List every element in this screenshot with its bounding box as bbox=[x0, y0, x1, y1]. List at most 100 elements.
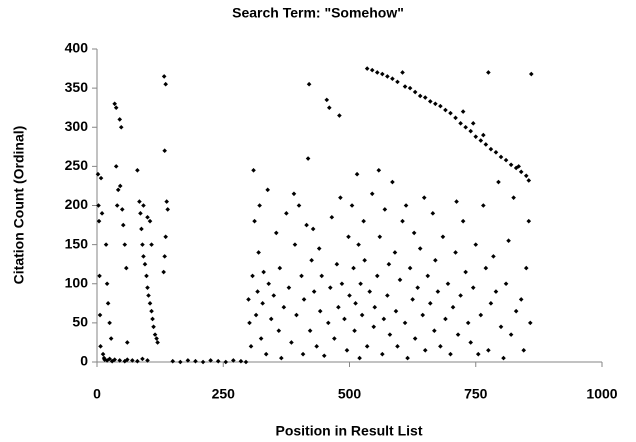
point bbox=[96, 203, 101, 208]
point bbox=[438, 103, 443, 109]
point bbox=[119, 207, 125, 212]
point bbox=[374, 70, 380, 75]
point bbox=[260, 301, 265, 306]
point bbox=[417, 93, 423, 99]
point bbox=[271, 293, 277, 298]
point bbox=[411, 230, 417, 236]
point bbox=[443, 316, 448, 322]
point bbox=[114, 203, 120, 208]
point bbox=[251, 167, 256, 173]
point bbox=[147, 218, 153, 224]
point bbox=[483, 265, 489, 271]
point bbox=[390, 179, 395, 185]
point bbox=[162, 148, 167, 154]
point bbox=[380, 71, 385, 77]
point bbox=[468, 340, 473, 345]
point bbox=[145, 358, 150, 363]
point bbox=[407, 265, 413, 271]
point bbox=[215, 358, 221, 364]
point bbox=[478, 138, 484, 143]
point bbox=[97, 312, 103, 318]
point bbox=[135, 358, 140, 364]
point bbox=[122, 242, 128, 247]
y-tick-label: 0 bbox=[80, 353, 88, 369]
point bbox=[511, 195, 516, 200]
point bbox=[377, 234, 383, 240]
point bbox=[334, 261, 340, 267]
point bbox=[123, 265, 129, 271]
point bbox=[291, 191, 297, 197]
point bbox=[440, 234, 446, 240]
point bbox=[347, 293, 352, 298]
point bbox=[486, 347, 491, 353]
point bbox=[369, 191, 375, 197]
point bbox=[311, 289, 317, 294]
point bbox=[299, 273, 304, 279]
point bbox=[277, 265, 283, 271]
point bbox=[112, 357, 117, 362]
point bbox=[508, 162, 514, 168]
x-tick-label: 500 bbox=[338, 386, 362, 402]
point bbox=[465, 320, 471, 326]
point bbox=[463, 124, 468, 130]
y-tick-label: 400 bbox=[65, 40, 89, 56]
point bbox=[453, 115, 458, 121]
point bbox=[200, 359, 206, 365]
point bbox=[252, 218, 257, 224]
point bbox=[162, 254, 167, 259]
point bbox=[362, 257, 367, 263]
point bbox=[351, 265, 356, 271]
x-tick-label: 250 bbox=[212, 386, 236, 402]
point bbox=[246, 297, 251, 302]
point bbox=[144, 273, 149, 279]
point bbox=[488, 301, 494, 306]
point bbox=[390, 76, 395, 82]
point bbox=[261, 269, 266, 275]
point bbox=[443, 107, 448, 113]
point bbox=[118, 124, 124, 130]
point bbox=[521, 347, 527, 353]
point bbox=[501, 355, 506, 361]
point bbox=[470, 121, 476, 126]
point bbox=[438, 344, 443, 349]
point bbox=[317, 308, 323, 314]
point bbox=[161, 74, 167, 79]
point bbox=[108, 336, 114, 341]
point bbox=[255, 289, 260, 294]
point bbox=[338, 195, 343, 200]
point bbox=[503, 157, 509, 163]
point bbox=[306, 81, 312, 87]
point bbox=[120, 222, 126, 228]
point bbox=[386, 261, 392, 267]
point bbox=[98, 175, 104, 181]
point bbox=[309, 257, 314, 263]
point bbox=[107, 320, 112, 326]
y-tick-label: 50 bbox=[72, 314, 88, 330]
point bbox=[488, 146, 494, 152]
point bbox=[352, 328, 357, 333]
y-tick-label: 200 bbox=[65, 196, 89, 212]
point bbox=[142, 261, 148, 267]
point bbox=[95, 171, 101, 177]
point bbox=[256, 250, 261, 255]
point bbox=[458, 293, 463, 298]
y-tick-label: 350 bbox=[65, 79, 89, 95]
point bbox=[435, 289, 441, 294]
point bbox=[140, 356, 145, 362]
point bbox=[518, 297, 524, 302]
point bbox=[450, 304, 456, 310]
point bbox=[460, 109, 466, 114]
point bbox=[382, 207, 388, 212]
point bbox=[433, 257, 438, 263]
point bbox=[342, 316, 347, 322]
point bbox=[518, 169, 524, 175]
point bbox=[137, 199, 142, 204]
point bbox=[266, 281, 271, 287]
point bbox=[238, 358, 244, 364]
point bbox=[470, 285, 476, 290]
chart-title: Search Term: "Somehow" bbox=[232, 5, 404, 21]
point bbox=[420, 312, 426, 318]
point bbox=[247, 320, 252, 326]
point bbox=[395, 79, 400, 85]
point bbox=[292, 242, 298, 247]
